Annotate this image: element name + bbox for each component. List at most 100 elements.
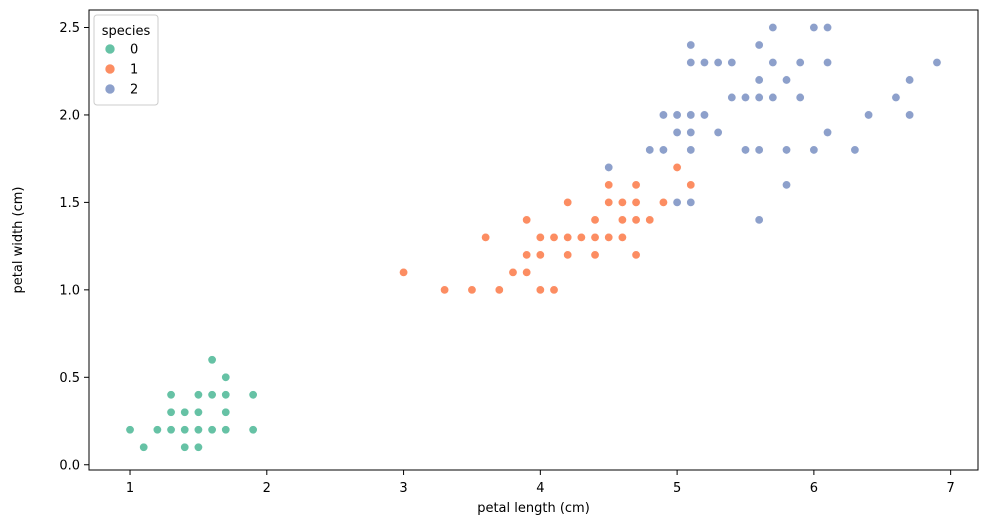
data-point-species-0 (221, 390, 231, 400)
data-point-species-1 (631, 197, 641, 207)
x-axis-ticks: 1 2 3 4 5 6 7 (126, 470, 955, 496)
data-point-species-2 (823, 127, 833, 137)
data-point-species-2 (754, 145, 764, 155)
y-axis-label: petal width (cm) (11, 187, 26, 294)
legend-entry-label: 2 (130, 83, 138, 98)
data-point-species-2 (686, 127, 696, 137)
x-tick-label: 2 (263, 481, 271, 496)
data-point-species-1 (522, 250, 532, 260)
data-point-species-1 (672, 162, 682, 172)
data-point-species-2 (754, 75, 764, 85)
legend-entries: 0 1 2 (104, 43, 138, 98)
data-point-species-1 (494, 285, 504, 295)
data-point-species-1 (549, 232, 559, 242)
data-point-species-2 (699, 57, 709, 67)
data-point-species-2 (699, 110, 709, 120)
data-point-species-2 (754, 92, 764, 102)
data-point-species-2 (672, 127, 682, 137)
data-point-species-1 (563, 250, 573, 260)
data-point-species-1 (617, 232, 627, 242)
data-point-species-2 (891, 92, 901, 102)
x-axis-label: petal length (cm) (477, 501, 590, 516)
data-point-species-2 (932, 57, 942, 67)
data-point-species-1 (631, 250, 641, 260)
data-point-species-2 (672, 110, 682, 120)
y-tick-label: 0.5 (59, 371, 80, 386)
data-point-species-0 (207, 390, 217, 400)
data-point-species-0 (139, 442, 149, 452)
data-point-species-2 (809, 145, 819, 155)
x-tick-label: 6 (810, 481, 818, 496)
data-point-species-1 (590, 215, 600, 225)
x-tick-label: 4 (536, 481, 544, 496)
y-tick-label: 0.0 (59, 458, 80, 473)
data-point-species-2 (768, 57, 778, 67)
legend-marker (104, 63, 116, 75)
data-point-species-1 (604, 197, 614, 207)
data-point-species-1 (645, 215, 655, 225)
data-point-species-1 (617, 197, 627, 207)
data-point-species-0 (248, 390, 258, 400)
data-point-species-2 (658, 145, 668, 155)
x-tick-label: 7 (947, 481, 955, 496)
data-point-species-0 (166, 390, 176, 400)
data-point-species-1 (631, 180, 641, 190)
data-point-species-0 (180, 442, 190, 452)
data-point-species-2 (823, 22, 833, 32)
data-point-species-1 (590, 232, 600, 242)
data-point-species-1 (658, 197, 668, 207)
legend-title: species (102, 24, 151, 39)
data-point-species-1 (549, 285, 559, 295)
data-point-species-2 (686, 145, 696, 155)
data-point-species-0 (207, 355, 217, 365)
data-point-species-1 (522, 267, 532, 277)
y-tick-label: 2.0 (59, 108, 80, 123)
y-tick-label: 1.5 (59, 196, 80, 211)
data-point-species-0 (193, 407, 203, 417)
data-point-species-0 (193, 425, 203, 435)
data-point-species-2 (795, 92, 805, 102)
legend-marker (104, 83, 116, 95)
x-tick-label: 5 (673, 481, 681, 496)
data-point-species-2 (727, 92, 737, 102)
y-tick-label: 2.5 (59, 21, 80, 36)
data-point-species-1 (535, 285, 545, 295)
data-point-species-0 (152, 425, 162, 435)
data-point-species-0 (166, 425, 176, 435)
x-tick-label: 1 (126, 481, 134, 496)
data-point-species-1 (563, 197, 573, 207)
data-point-species-1 (617, 215, 627, 225)
y-axis-ticks: 0.0 0.5 1.0 1.5 2.0 2.5 (59, 21, 89, 473)
data-point-species-2 (713, 127, 723, 137)
data-point-species-2 (658, 110, 668, 120)
data-point-species-2 (645, 145, 655, 155)
data-point-species-0 (193, 442, 203, 452)
legend-marker (104, 43, 116, 55)
data-point-species-2 (782, 180, 792, 190)
data-point-species-0 (180, 407, 190, 417)
data-point-species-2 (727, 57, 737, 67)
data-point-species-2 (905, 110, 915, 120)
data-point-species-2 (782, 75, 792, 85)
legend-box (93, 14, 159, 106)
data-point-species-2 (768, 92, 778, 102)
data-point-species-2 (795, 57, 805, 67)
legend-entry-label: 1 (130, 63, 138, 78)
data-point-species-1 (535, 250, 545, 260)
data-point-species-1 (563, 232, 573, 242)
data-point-species-0 (248, 425, 258, 435)
data-point-species-0 (207, 425, 217, 435)
data-point-species-0 (193, 390, 203, 400)
data-point-species-0 (180, 425, 190, 435)
data-point-species-2 (740, 145, 750, 155)
data-point-species-2 (905, 75, 915, 85)
data-point-species-2 (754, 40, 764, 50)
data-point-species-1 (686, 180, 696, 190)
data-point-species-2 (850, 145, 860, 155)
data-point-species-1 (604, 232, 614, 242)
data-point-species-1 (440, 285, 450, 295)
data-point-species-2 (754, 215, 764, 225)
data-point-species-0 (166, 407, 176, 417)
data-point-species-2 (823, 57, 833, 67)
data-point-species-1 (508, 267, 518, 277)
